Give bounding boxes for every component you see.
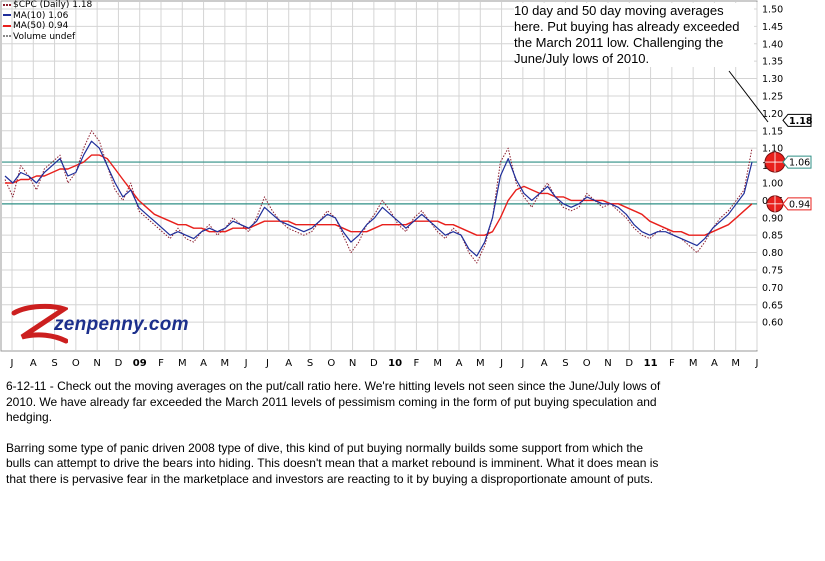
- y-tick-label: 0.65: [762, 300, 783, 311]
- x-tick-label: A: [285, 358, 292, 369]
- legend-ma10-label: MA(10) 1.06: [13, 10, 69, 21]
- y-tick-label: 1.25: [762, 91, 783, 102]
- x-tick-label: A: [456, 358, 463, 369]
- x-tick-label: F: [414, 358, 420, 369]
- x-tick-label: J: [10, 358, 14, 369]
- caption-paragraph-1: 6-12-11 - Check out the moving averages …: [6, 379, 661, 425]
- x-tick-label: S: [307, 358, 313, 369]
- highlight-markers: [764, 151, 786, 213]
- x-tick-label: M: [221, 358, 230, 369]
- y-tick-label: 0.90: [762, 213, 783, 224]
- legend-volume-label: Volume undef: [13, 31, 76, 42]
- x-tick-label: J: [244, 358, 248, 369]
- annotation-arrow: [728, 70, 769, 123]
- y-tick-label: 0.80: [762, 248, 783, 259]
- y-tick-label: 1.00: [762, 178, 783, 189]
- x-tick-label: A: [711, 358, 718, 369]
- x-tick-label: J: [755, 358, 759, 369]
- x-tick-label: A: [541, 358, 548, 369]
- y-tick-label: 1.35: [762, 57, 783, 68]
- dotted-line-swatch-icon: [3, 3, 11, 6]
- x-tick-label: N: [349, 358, 356, 369]
- y-tick-label: 1.40: [762, 39, 783, 50]
- caption-paragraph-2: Barring some type of panic driven 2008 t…: [6, 440, 659, 486]
- x-tick-label: O: [72, 358, 80, 369]
- legend-ma50-label: MA(50) 0.94: [13, 21, 69, 31]
- y-tick-label: 1.20: [762, 109, 783, 120]
- x-tick-label: M: [178, 358, 187, 369]
- x-tick-label: D: [625, 358, 633, 369]
- x-tick-label: M: [689, 358, 698, 369]
- value-tag-label: 1.18: [789, 116, 813, 127]
- x-tick-label: F: [158, 358, 164, 369]
- chart-annotation: 10 day and 50 day moving averages here. …: [514, 3, 754, 67]
- y-tick-label: 1.50: [762, 4, 783, 15]
- zenpenny-logo: zenpenny.com: [8, 303, 223, 347]
- x-tick-label: J: [265, 358, 269, 369]
- series-ma10-line: [4, 140, 753, 257]
- y-tick-label: 0.70: [762, 283, 783, 294]
- x-tick-label: M: [433, 358, 442, 369]
- value-tag: [782, 113, 812, 127]
- volume-swatch-icon: [3, 35, 11, 37]
- x-tick-label: D: [115, 358, 123, 369]
- x-tick-label: A: [30, 358, 37, 369]
- series-ma50-line: [5, 154, 753, 236]
- y-tick-label: 0.75: [762, 265, 783, 276]
- value-tag: [782, 155, 812, 169]
- x-tick-label: D: [370, 358, 378, 369]
- value-tag-label: 0.94: [789, 199, 810, 210]
- legend-ma50: MA(50) 0.94: [3, 21, 92, 32]
- x-tick-label: A: [200, 358, 207, 369]
- x-axis-ticks: J A S O N D 09 F M A M J J A S O N D 10 F M A M J J A S O N D 11 F M A M J: [10, 358, 759, 369]
- article-caption: 6-12-11 - Check out the moving averages …: [6, 379, 666, 503]
- x-tick-label: F: [669, 358, 675, 369]
- y-tick-label: 1.45: [762, 22, 783, 33]
- series: [4, 130, 753, 264]
- y-tick-label: 0.60: [762, 318, 783, 329]
- series-cpc-line: [4, 130, 753, 264]
- y-tick-label: 0.85: [762, 231, 783, 242]
- x-tick-label: O: [583, 358, 591, 369]
- chart-legend: $CPC (Daily) 1.18 MA(10) 1.06 MA(50) 0.9…: [3, 0, 92, 42]
- x-tick-label: S: [51, 358, 57, 369]
- x-tick-label: N: [604, 358, 611, 369]
- red-line-swatch-icon: [3, 24, 11, 27]
- legend-main: $CPC (Daily) 1.18: [3, 0, 92, 11]
- x-tick-label: J: [499, 358, 503, 369]
- value-tag-label: 1.06: [789, 158, 810, 169]
- value-tag: [782, 197, 812, 211]
- x-tick-label: S: [562, 358, 568, 369]
- y-tick-label: 1.10: [762, 144, 783, 155]
- legend-main-label: $CPC (Daily) 1.18: [13, 0, 93, 10]
- x-tick-label: 11: [644, 358, 658, 369]
- z-swoosh-icon: [11, 303, 68, 344]
- legend-ma10: MA(10) 1.06: [3, 11, 92, 22]
- blue-line-swatch-icon: [3, 14, 11, 16]
- x-tick-label: 09: [133, 358, 147, 369]
- logo-text: zenpenny.com: [54, 314, 189, 335]
- value-tags: 1.18 1.06 0.94: [782, 113, 813, 211]
- x-tick-label: N: [93, 358, 100, 369]
- reference-lines: [2, 161, 757, 205]
- x-tick-label: J: [520, 358, 524, 369]
- legend-volume: Volume undef: [3, 32, 92, 43]
- grid: [2, 2, 758, 350]
- y-tick-label: 1.15: [762, 126, 783, 137]
- x-tick-label: O: [327, 358, 335, 369]
- x-tick-label: M: [476, 358, 485, 369]
- x-tick-label: M: [731, 358, 740, 369]
- x-tick-label: 10: [388, 358, 402, 369]
- y-tick-label: 1.30: [762, 74, 783, 85]
